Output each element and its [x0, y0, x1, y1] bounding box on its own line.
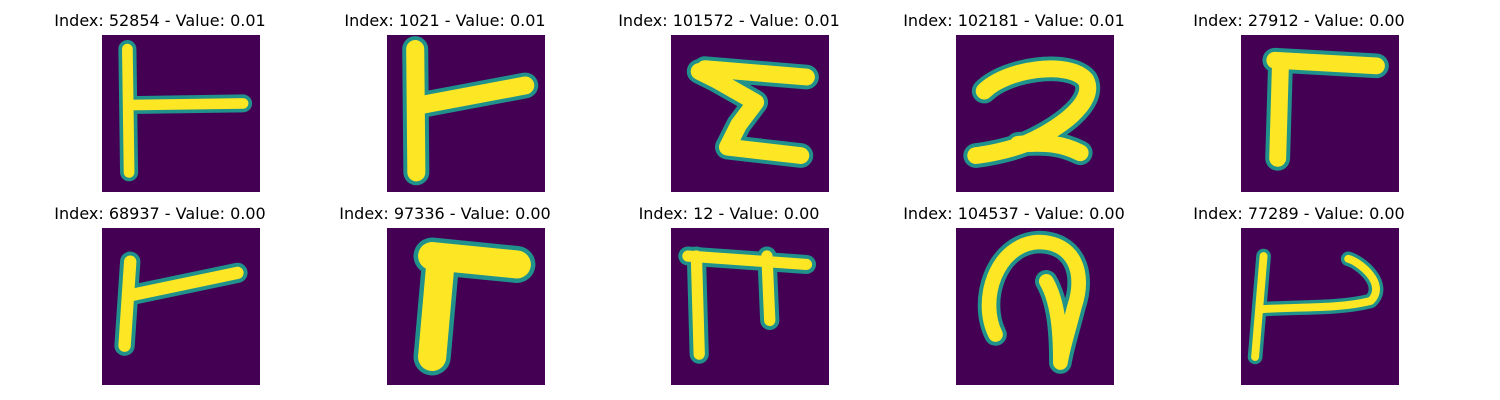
digit-image	[387, 35, 545, 192]
panel-title: Index: 104537 - Value: 0.00	[903, 204, 1125, 223]
digit-image	[671, 228, 829, 385]
digit-image	[102, 35, 260, 192]
digit-image	[956, 228, 1114, 385]
panel-title: Index: 27912 - Value: 0.00	[1193, 11, 1405, 30]
digit-image	[102, 228, 260, 385]
image-panel: Index: 101572 - Value: 0.01	[614, 13, 844, 198]
panel-title: Index: 68937 - Value: 0.00	[54, 204, 266, 223]
image-panel: Index: 77289 - Value: 0.00	[1184, 206, 1414, 391]
panel-title: Index: 101572 - Value: 0.01	[618, 11, 840, 30]
panel-title: Index: 12 - Value: 0.00	[638, 204, 820, 223]
image-panel: Index: 68937 - Value: 0.00	[45, 206, 275, 391]
image-panel: Index: 97336 - Value: 0.00	[330, 206, 560, 391]
panel-title: Index: 102181 - Value: 0.01	[903, 11, 1125, 30]
panel-title: Index: 77289 - Value: 0.00	[1193, 204, 1405, 223]
panel-title: Index: 52854 - Value: 0.01	[54, 11, 266, 30]
digit-image	[671, 35, 829, 192]
image-panel: Index: 104537 - Value: 0.00	[899, 206, 1129, 391]
image-panel: Index: 1021 - Value: 0.01	[330, 13, 560, 198]
image-panel: Index: 102181 - Value: 0.01	[899, 13, 1129, 198]
image-panel: Index: 12 - Value: 0.00	[614, 206, 844, 391]
digit-image	[387, 228, 545, 385]
digit-image	[1241, 35, 1399, 192]
panel-title: Index: 97336 - Value: 0.00	[339, 204, 551, 223]
digit-image	[1241, 228, 1399, 385]
panel-title: Index: 1021 - Value: 0.01	[344, 11, 546, 30]
image-panel: Index: 52854 - Value: 0.01	[45, 13, 275, 198]
image-panel: Index: 27912 - Value: 0.00	[1184, 13, 1414, 198]
digit-image	[956, 35, 1114, 192]
